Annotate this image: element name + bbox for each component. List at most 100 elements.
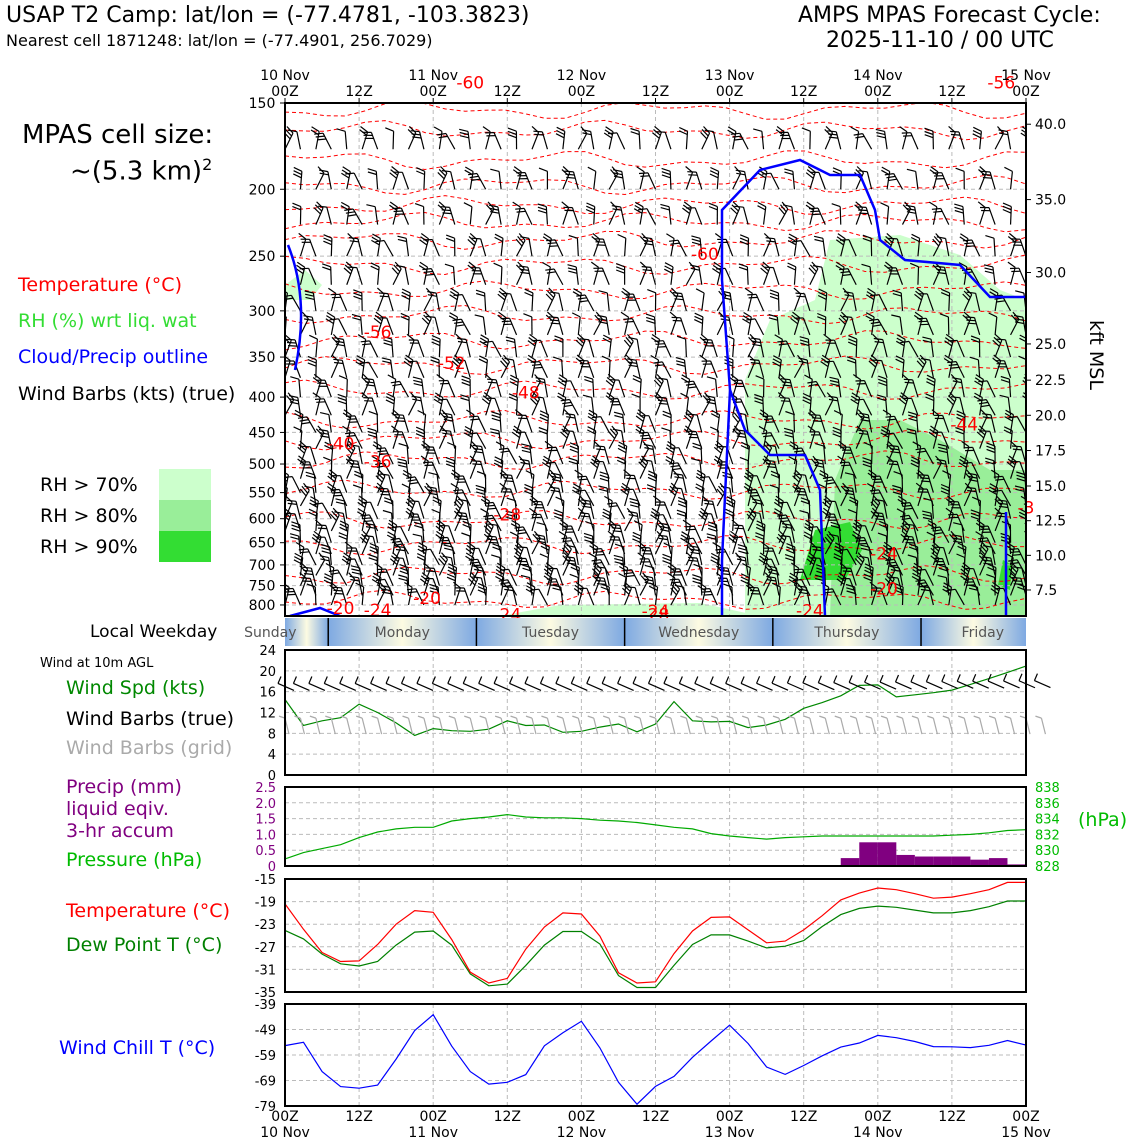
barb-flag (450, 287, 459, 294)
barb-flag (854, 519, 862, 526)
barb-flag (390, 537, 400, 541)
profile-wind-barb (376, 287, 385, 312)
barb-flag (996, 338, 1006, 341)
barb-flag (299, 488, 307, 497)
barb-flag (676, 509, 686, 514)
barb-flag (605, 380, 614, 387)
barb-flag (376, 447, 386, 450)
barb-flag (485, 504, 495, 507)
barb-flag (847, 509, 857, 514)
barb-flag (584, 379, 594, 383)
barb-flag (839, 314, 848, 322)
profile-wind-barb (392, 207, 410, 225)
barb-flag (912, 568, 921, 575)
barb-flag (486, 204, 493, 212)
barb-flag (294, 412, 303, 419)
barb-flag (551, 475, 561, 479)
profile-wind-barb (666, 572, 676, 596)
barb-flag (928, 201, 938, 208)
barb-flag (881, 425, 890, 432)
barb-shaft (546, 446, 553, 465)
barb-flag (955, 167, 965, 172)
profile-wind-barb (334, 337, 348, 358)
profile-wind-barb (319, 412, 332, 433)
barb-flag (481, 398, 490, 405)
profile-wind-barb (416, 167, 426, 190)
barb-flag (457, 337, 467, 341)
barb-flag (807, 425, 816, 432)
barb-flag (357, 507, 366, 514)
barb-shaft (732, 559, 742, 576)
profile-wind-barb (817, 288, 828, 311)
barb-flag (802, 392, 812, 398)
barb-flag (523, 313, 533, 318)
barb-flag (487, 378, 497, 381)
barb-flag (877, 397, 886, 402)
barb-shaft (570, 380, 579, 398)
profile-wind-barb (803, 531, 813, 555)
barb-shaft (624, 317, 630, 335)
barb-flag (900, 392, 909, 399)
barb-flag (828, 395, 838, 399)
profile-wind-barb (348, 459, 363, 479)
cell-size-value: ~(5.3 km)2 (70, 155, 212, 187)
barb-flag (623, 584, 631, 592)
barb-shaft (469, 206, 473, 225)
profile-wind-barb (870, 475, 888, 493)
profile-wind-barb (769, 289, 780, 311)
barb-flag (539, 413, 549, 419)
profile-wind-barb (397, 235, 410, 257)
barb-flag (833, 556, 843, 562)
barb-flag (520, 236, 530, 239)
profile-wind-barb (555, 126, 566, 150)
barb-flag (426, 486, 437, 489)
barb-flag (661, 171, 671, 176)
barb-flag (986, 442, 996, 447)
barb-shaft (461, 294, 471, 312)
barb-flag (552, 587, 562, 591)
barb-shaft (429, 548, 440, 566)
profile-wind-barb (346, 547, 363, 566)
barb-flag (763, 435, 773, 438)
profile-wind-barb (292, 202, 302, 225)
barb-flag (966, 319, 976, 322)
barb-flag (732, 415, 739, 423)
profile-wind-barb (933, 557, 950, 576)
barb-flag (639, 458, 647, 466)
barb-shaft (840, 294, 850, 312)
barb-flag (345, 432, 355, 435)
barb-flag (508, 393, 518, 398)
barb-flag (666, 233, 675, 240)
profile-wind-barb (389, 201, 399, 225)
barb-flag (612, 530, 622, 533)
barb-shaft (867, 557, 873, 576)
barb-flag (678, 130, 688, 136)
barb-flag (471, 564, 481, 567)
profile-wind-barb (293, 552, 304, 576)
profile-wind-barb (972, 126, 982, 150)
barb-flag (758, 558, 767, 565)
barb-flag (922, 510, 932, 514)
profile-wind-barb (411, 395, 425, 416)
barb-flag (491, 414, 501, 419)
barb-flag (537, 209, 547, 214)
barb-flag (630, 127, 640, 132)
barb-flag (885, 235, 893, 243)
barb-shaft (315, 339, 318, 358)
barb-flag (445, 457, 455, 462)
barb-flag (494, 459, 503, 465)
barb-flag (735, 429, 745, 432)
barb-flag (383, 339, 393, 343)
profile-wind-barb (658, 534, 672, 555)
barb-flag (907, 554, 917, 559)
barb-flag (298, 548, 308, 551)
profile-wind-barb (695, 288, 705, 311)
barb-flag (655, 376, 663, 385)
profile-wind-barb (509, 531, 519, 555)
barb-flag (620, 489, 629, 496)
barb-shaft (584, 489, 595, 507)
barb-flag (637, 409, 646, 416)
profile-wind-barb (746, 507, 757, 532)
barb-flag (534, 133, 544, 136)
barb-flag (790, 317, 799, 325)
